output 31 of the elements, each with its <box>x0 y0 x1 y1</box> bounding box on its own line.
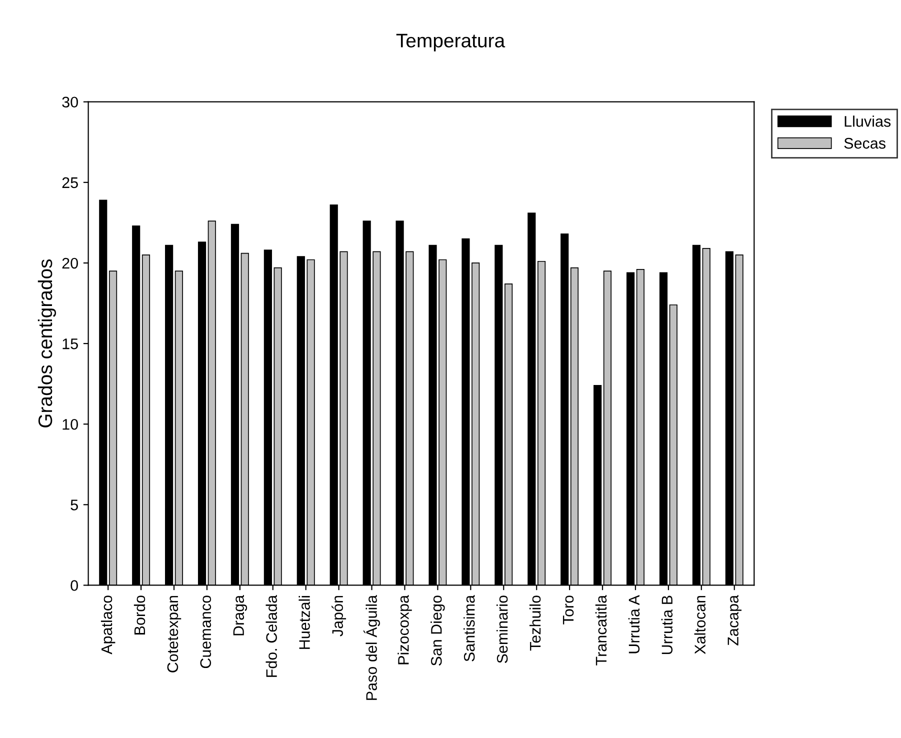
x-tick-label: San Diego <box>430 596 445 666</box>
y-tick-label: 20 <box>62 258 78 269</box>
y-axis-title: Grados centigrados <box>38 259 56 428</box>
x-tick-label: Draga <box>233 594 248 636</box>
x-tick-label: Trancatitla <box>595 594 607 666</box>
x-tick-label: Apatlaco <box>100 596 116 654</box>
x-tick-label: Huetzali <box>298 596 310 649</box>
x-tick-label: Urrutia A <box>628 594 640 654</box>
x-tick-label: Xaltocan <box>694 596 706 654</box>
x-tick-label: Tezhuilo <box>529 596 541 651</box>
x-tick-label: Pizocoxpa <box>398 594 412 664</box>
x-tick-label: Cotetexpan <box>167 596 182 672</box>
x-tick-label: Cuemanco <box>200 596 212 668</box>
y-tick-label: 30 <box>62 96 78 108</box>
y-tick-label: 10 <box>62 418 78 430</box>
legend-label: Secas <box>844 138 886 149</box>
x-tick-label: Japón <box>332 596 346 636</box>
x-tick-label: Seminario <box>496 596 508 664</box>
legend-label: Lluvias <box>844 116 891 127</box>
y-tick-label: 5 <box>70 500 78 510</box>
chart-title: Temperatura <box>396 34 506 52</box>
x-tick-label: Fdo. Celada <box>266 594 277 677</box>
y-tick-label: 25 <box>62 177 78 188</box>
x-tick-label: Santisima <box>464 594 475 662</box>
x-tick-label: Bordo <box>134 596 146 634</box>
x-tick-label: Zacapa <box>728 594 742 646</box>
y-tick-label: 0 <box>70 580 78 591</box>
y-tick-label: 15 <box>62 338 78 350</box>
x-tick-label: Toro <box>562 596 574 624</box>
x-tick-label: Paso del Águila <box>364 594 380 700</box>
x-tick-label: Urrutia B <box>661 596 673 654</box>
